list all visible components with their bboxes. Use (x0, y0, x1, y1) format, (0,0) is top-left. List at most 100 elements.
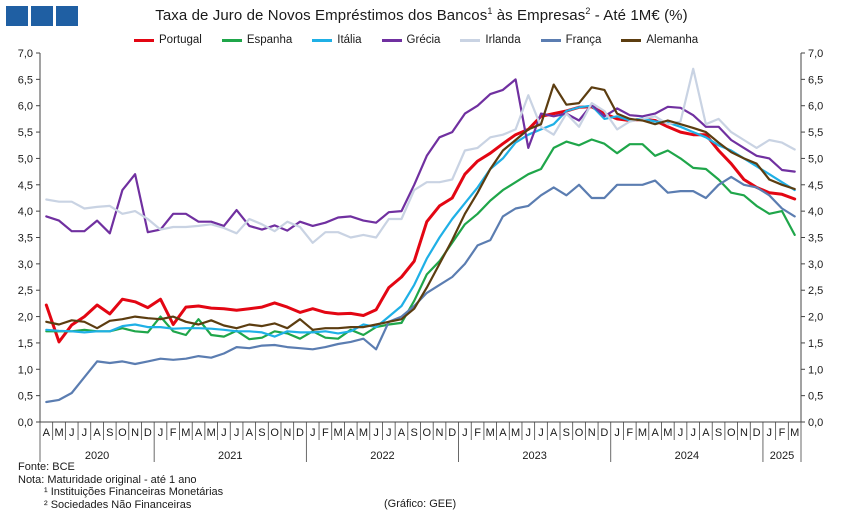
x-tick-label: M (181, 427, 190, 439)
x-tick-label: M (54, 427, 63, 439)
x-tick-label: S (258, 427, 265, 439)
y-tick-label-right: 0,0 (808, 417, 823, 429)
x-tick-label: A (347, 427, 355, 439)
legend-label: Irlanda (485, 34, 521, 46)
x-tick-label: O (727, 427, 736, 439)
legend-label: Itália (337, 34, 362, 46)
x-tick-label: J (69, 427, 75, 439)
x-tick-label: S (563, 427, 570, 439)
x-tick-label: M (359, 427, 368, 439)
legend-swatch (134, 38, 154, 42)
legend-swatch (381, 38, 402, 42)
x-tick-label: A (195, 427, 203, 439)
x-tick-label: J (310, 427, 316, 439)
x-tick-label: N (588, 427, 596, 439)
y-tick-label-left: 4,0 (18, 206, 33, 218)
x-tick-label: J (373, 427, 379, 439)
x-tick-label: N (436, 427, 444, 439)
y-tick-label-right: 0,5 (808, 391, 823, 403)
series-line-irlanda (45, 67, 796, 244)
chart-title: Taxa de Juro de Novos Empréstimos dos Ba… (0, 6, 843, 24)
x-tick-label: J (462, 427, 468, 439)
y-tick-label-left: 1,5 (18, 338, 33, 350)
y-tick-label-right: 5,0 (808, 153, 823, 165)
legend-swatch (540, 38, 561, 42)
year-label: 2024 (675, 450, 699, 462)
legend-swatch (621, 38, 642, 42)
x-tick-label: A (398, 427, 406, 439)
x-tick-label: D (600, 427, 608, 439)
y-tick-label-right: 6,5 (808, 74, 823, 86)
x-tick-label: J (158, 427, 164, 439)
y-tick-label-left: 7,0 (18, 48, 33, 60)
chart-credit: (Gráfico: GEE) (384, 498, 457, 510)
x-tick-label: O (575, 427, 584, 439)
y-tick-label-right: 5,5 (808, 127, 823, 139)
legend-swatch (221, 38, 242, 42)
x-tick-label: D (296, 427, 304, 439)
x-tick-label: F (474, 427, 481, 439)
x-tick-label: J (767, 427, 773, 439)
logo-square-3 (56, 6, 78, 26)
y-tick-label-left: 6,0 (18, 101, 33, 113)
y-tick-label-left: 0,5 (18, 391, 33, 403)
chart-title-text: Taxa de Juro de Novos Empréstimos dos Ba… (155, 7, 488, 24)
year-label: 2025 (770, 450, 794, 462)
y-tick-label-right: 3,5 (808, 233, 823, 245)
y-tick-label-left: 5,0 (18, 153, 33, 165)
legend-label: Portugal (159, 34, 202, 46)
y-tick-label-left: 2,0 (18, 312, 33, 324)
x-tick-label: N (283, 427, 291, 439)
x-tick-label: M (333, 427, 342, 439)
footer-note: Nota: Maturidade original - até 1 ano (18, 474, 197, 486)
x-tick-label: A (93, 427, 101, 439)
y-tick-label-right: 2,0 (808, 312, 823, 324)
series-line-grecia (45, 78, 796, 235)
x-tick-label: M (511, 427, 520, 439)
legend-label: Espanha (246, 34, 293, 46)
y-tick-label-right: 1,5 (808, 338, 823, 350)
x-tick-label: N (740, 427, 748, 439)
x-tick-label: O (118, 427, 127, 439)
chart-title-sup2: 2 (585, 6, 591, 16)
x-tick-label: O (423, 427, 432, 439)
legend-swatch (312, 38, 333, 42)
legend-item-grecia: Grécia (381, 34, 440, 46)
footer-note-1: ¹ Instituições Financeiras Monetárias (44, 486, 224, 498)
footer-source: Fonte: BCE (18, 461, 75, 473)
x-tick-label: A (43, 427, 51, 439)
legend-swatch (460, 38, 481, 42)
x-tick-label: F (779, 427, 786, 439)
x-tick-label: M (638, 427, 647, 439)
chart-title-mid: às Empresas (492, 7, 586, 24)
year-label: 2023 (522, 450, 546, 462)
y-tick-label-right: 1,0 (808, 364, 823, 376)
x-tick-label: J (386, 427, 392, 439)
x-tick-label: F (322, 427, 329, 439)
y-tick-label-left: 5,5 (18, 127, 33, 139)
y-tick-label-right: 4,0 (808, 206, 823, 218)
x-tick-label: S (715, 427, 722, 439)
x-tick-label: A (550, 427, 558, 439)
y-tick-label-right: 2,5 (808, 285, 823, 297)
logo-square-2 (31, 6, 53, 26)
x-tick-label: M (486, 427, 495, 439)
x-tick-label: D (448, 427, 456, 439)
x-tick-label: S (106, 427, 113, 439)
y-tick-label-right: 6,0 (808, 101, 823, 113)
x-tick-label: N (131, 427, 139, 439)
legend-item-portugal: Portugal (134, 34, 202, 46)
x-tick-label: M (207, 427, 216, 439)
x-tick-label: A (499, 427, 507, 439)
x-tick-label: D (753, 427, 761, 439)
chart-title-sup1: 1 (487, 6, 493, 16)
y-tick-label-left: 3,0 (18, 259, 33, 271)
x-tick-label: F (170, 427, 177, 439)
year-label: 2022 (370, 450, 394, 462)
year-label: 2020 (85, 450, 109, 462)
x-tick-label: D (144, 427, 152, 439)
series-line-alemanha (45, 83, 796, 331)
x-tick-label: F (626, 427, 633, 439)
x-tick-label: A (651, 427, 659, 439)
